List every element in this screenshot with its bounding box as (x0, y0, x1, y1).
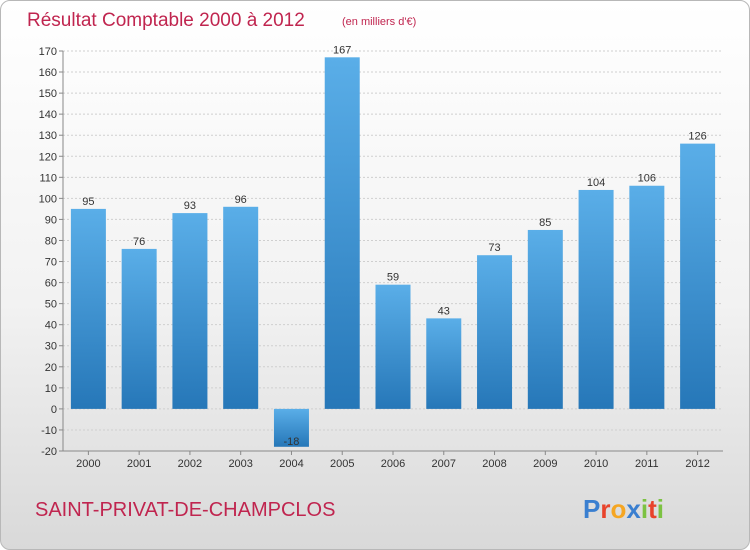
bar-2009 (527, 229, 563, 409)
y-tick-label: 30 (45, 341, 57, 353)
bar-2007 (426, 318, 462, 409)
x-tick-label-2008: 2008 (482, 458, 506, 470)
data-label-2004: -18 (284, 436, 300, 448)
x-tick-label-2004: 2004 (279, 458, 303, 470)
logo-letter: x (626, 494, 641, 524)
y-tick-label: 80 (45, 235, 57, 247)
bar-2002 (172, 213, 208, 409)
bar-2006 (375, 284, 411, 409)
bar-2008 (477, 255, 513, 409)
data-label-2009: 85 (539, 217, 551, 229)
bar-2005 (324, 57, 360, 409)
data-labels: 95 76 93 96 -18 167 59 43 73 85 104 106 126 (82, 44, 707, 447)
commune-name: SAINT-PRIVAT-DE-CHAMPCLOS (35, 499, 335, 521)
x-tick-label-2010: 2010 (584, 458, 608, 470)
data-label-2008: 73 (488, 242, 500, 254)
x-tick-label-2002: 2002 (178, 458, 202, 470)
y-tick-label: -20 (41, 446, 57, 458)
y-tick-label: 170 (39, 46, 57, 58)
bar-2004 (273, 408, 309, 447)
bar-2010 (578, 189, 614, 409)
x-tick-label-2005: 2005 (330, 458, 354, 470)
x-tick-label-2011: 2011 (635, 458, 659, 470)
y-tick-label: 50 (45, 299, 57, 311)
bar-2000 (70, 208, 106, 409)
data-label-2012: 126 (688, 131, 706, 143)
y-tick-label: 150 (39, 88, 57, 100)
x-tick-label-2009: 2009 (533, 458, 557, 470)
y-tick-label: 90 (45, 214, 57, 226)
logo-letter: r (600, 494, 610, 524)
data-label-2002: 93 (184, 200, 196, 212)
data-label-2001: 76 (133, 236, 145, 248)
bar-2011 (629, 185, 665, 409)
x-tick-label-2003: 2003 (228, 458, 252, 470)
x-tick-labels: 2000 2001 2002 2003 2004 2005 2006 2007 2008 2009… (76, 451, 710, 470)
y-tick-label: 60 (45, 278, 57, 290)
y-tick-labels: -20 -10 0 10 20 30 40 50 60 70 80 90 100 110 120 130 140… (39, 46, 57, 458)
y-tick-label: 20 (45, 362, 57, 374)
logo-letter: P (583, 494, 600, 524)
y-tick-label: 120 (39, 151, 57, 163)
bar-2001 (121, 248, 157, 409)
logo-letter: o (610, 494, 626, 524)
x-tick-label-2001: 2001 (127, 458, 151, 470)
bars (70, 57, 716, 447)
y-tick-label: 110 (39, 172, 57, 184)
proxiti-logo: Proxiti (583, 494, 664, 524)
y-tick-label: 0 (51, 404, 57, 416)
x-tick-label-2007: 2007 (432, 458, 456, 470)
data-label-2005: 167 (333, 44, 351, 56)
x-tick-label-2006: 2006 (381, 458, 405, 470)
data-label-2003: 96 (235, 194, 247, 206)
y-tick-label: 100 (39, 193, 57, 205)
chart-unit: (en milliers d'€) (342, 16, 416, 28)
logo-letter: t (648, 494, 657, 524)
logo-letter: i (641, 494, 648, 524)
logo-letter: i (657, 494, 664, 524)
x-tick-label-2012: 2012 (685, 458, 709, 470)
y-tick-label: 140 (39, 109, 57, 121)
y-tick-label: 70 (45, 257, 57, 269)
data-label-2000: 95 (82, 196, 94, 208)
y-tick-label: 40 (45, 320, 57, 332)
y-tick-label: 130 (39, 130, 57, 142)
data-label-2011: 106 (638, 173, 656, 185)
y-tick-label: -10 (41, 425, 57, 437)
chart-title: Résultat Comptable 2000 à 2012 (27, 10, 305, 31)
data-label-2007: 43 (438, 305, 450, 317)
data-label-2010: 104 (587, 177, 605, 189)
bar-2003 (223, 206, 259, 409)
y-tick-label: 10 (45, 383, 57, 395)
bar-2012 (680, 143, 716, 409)
x-tick-label-2000: 2000 (76, 458, 100, 470)
data-label-2006: 59 (387, 272, 399, 284)
y-tick-label: 160 (39, 67, 57, 79)
